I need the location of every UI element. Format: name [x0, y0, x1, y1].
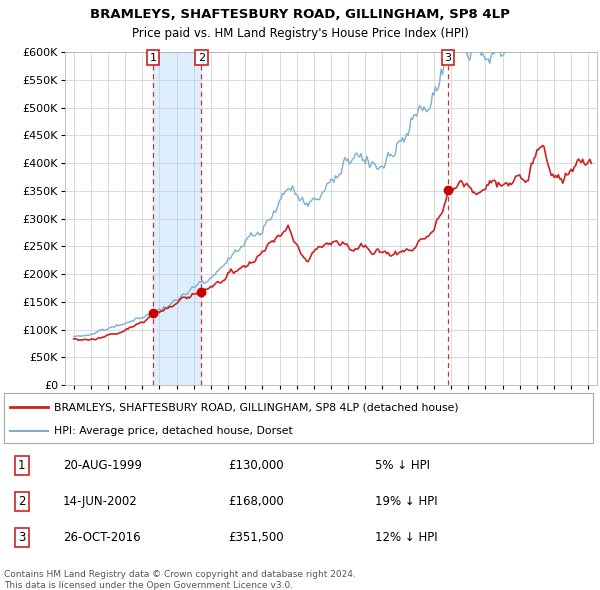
Text: £351,500: £351,500	[228, 531, 283, 544]
Text: £168,000: £168,000	[228, 495, 284, 508]
Text: Price paid vs. HM Land Registry's House Price Index (HPI): Price paid vs. HM Land Registry's House …	[131, 27, 469, 40]
Text: 1: 1	[18, 459, 25, 472]
Text: HPI: Average price, detached house, Dorset: HPI: Average price, detached house, Dors…	[54, 425, 293, 435]
Text: Contains HM Land Registry data © Crown copyright and database right 2024.: Contains HM Land Registry data © Crown c…	[4, 570, 356, 579]
Text: 12% ↓ HPI: 12% ↓ HPI	[375, 531, 437, 544]
Text: 2: 2	[18, 495, 25, 508]
Text: 1: 1	[149, 53, 157, 63]
Text: 26-OCT-2016: 26-OCT-2016	[63, 531, 140, 544]
Text: £130,000: £130,000	[228, 459, 283, 472]
Text: 20-AUG-1999: 20-AUG-1999	[63, 459, 142, 472]
Text: BRAMLEYS, SHAFTESBURY ROAD, GILLINGHAM, SP8 4LP (detached house): BRAMLEYS, SHAFTESBURY ROAD, GILLINGHAM, …	[54, 402, 458, 412]
Text: This data is licensed under the Open Government Licence v3.0.: This data is licensed under the Open Gov…	[4, 581, 293, 590]
Text: 5% ↓ HPI: 5% ↓ HPI	[375, 459, 430, 472]
Text: 2: 2	[198, 53, 205, 63]
Text: 19% ↓ HPI: 19% ↓ HPI	[375, 495, 437, 508]
Bar	[153, 52, 202, 385]
Text: 3: 3	[18, 531, 25, 544]
Text: 3: 3	[445, 53, 452, 63]
Text: 14-JUN-2002: 14-JUN-2002	[63, 495, 137, 508]
Text: BRAMLEYS, SHAFTESBURY ROAD, GILLINGHAM, SP8 4LP: BRAMLEYS, SHAFTESBURY ROAD, GILLINGHAM, …	[90, 8, 510, 21]
